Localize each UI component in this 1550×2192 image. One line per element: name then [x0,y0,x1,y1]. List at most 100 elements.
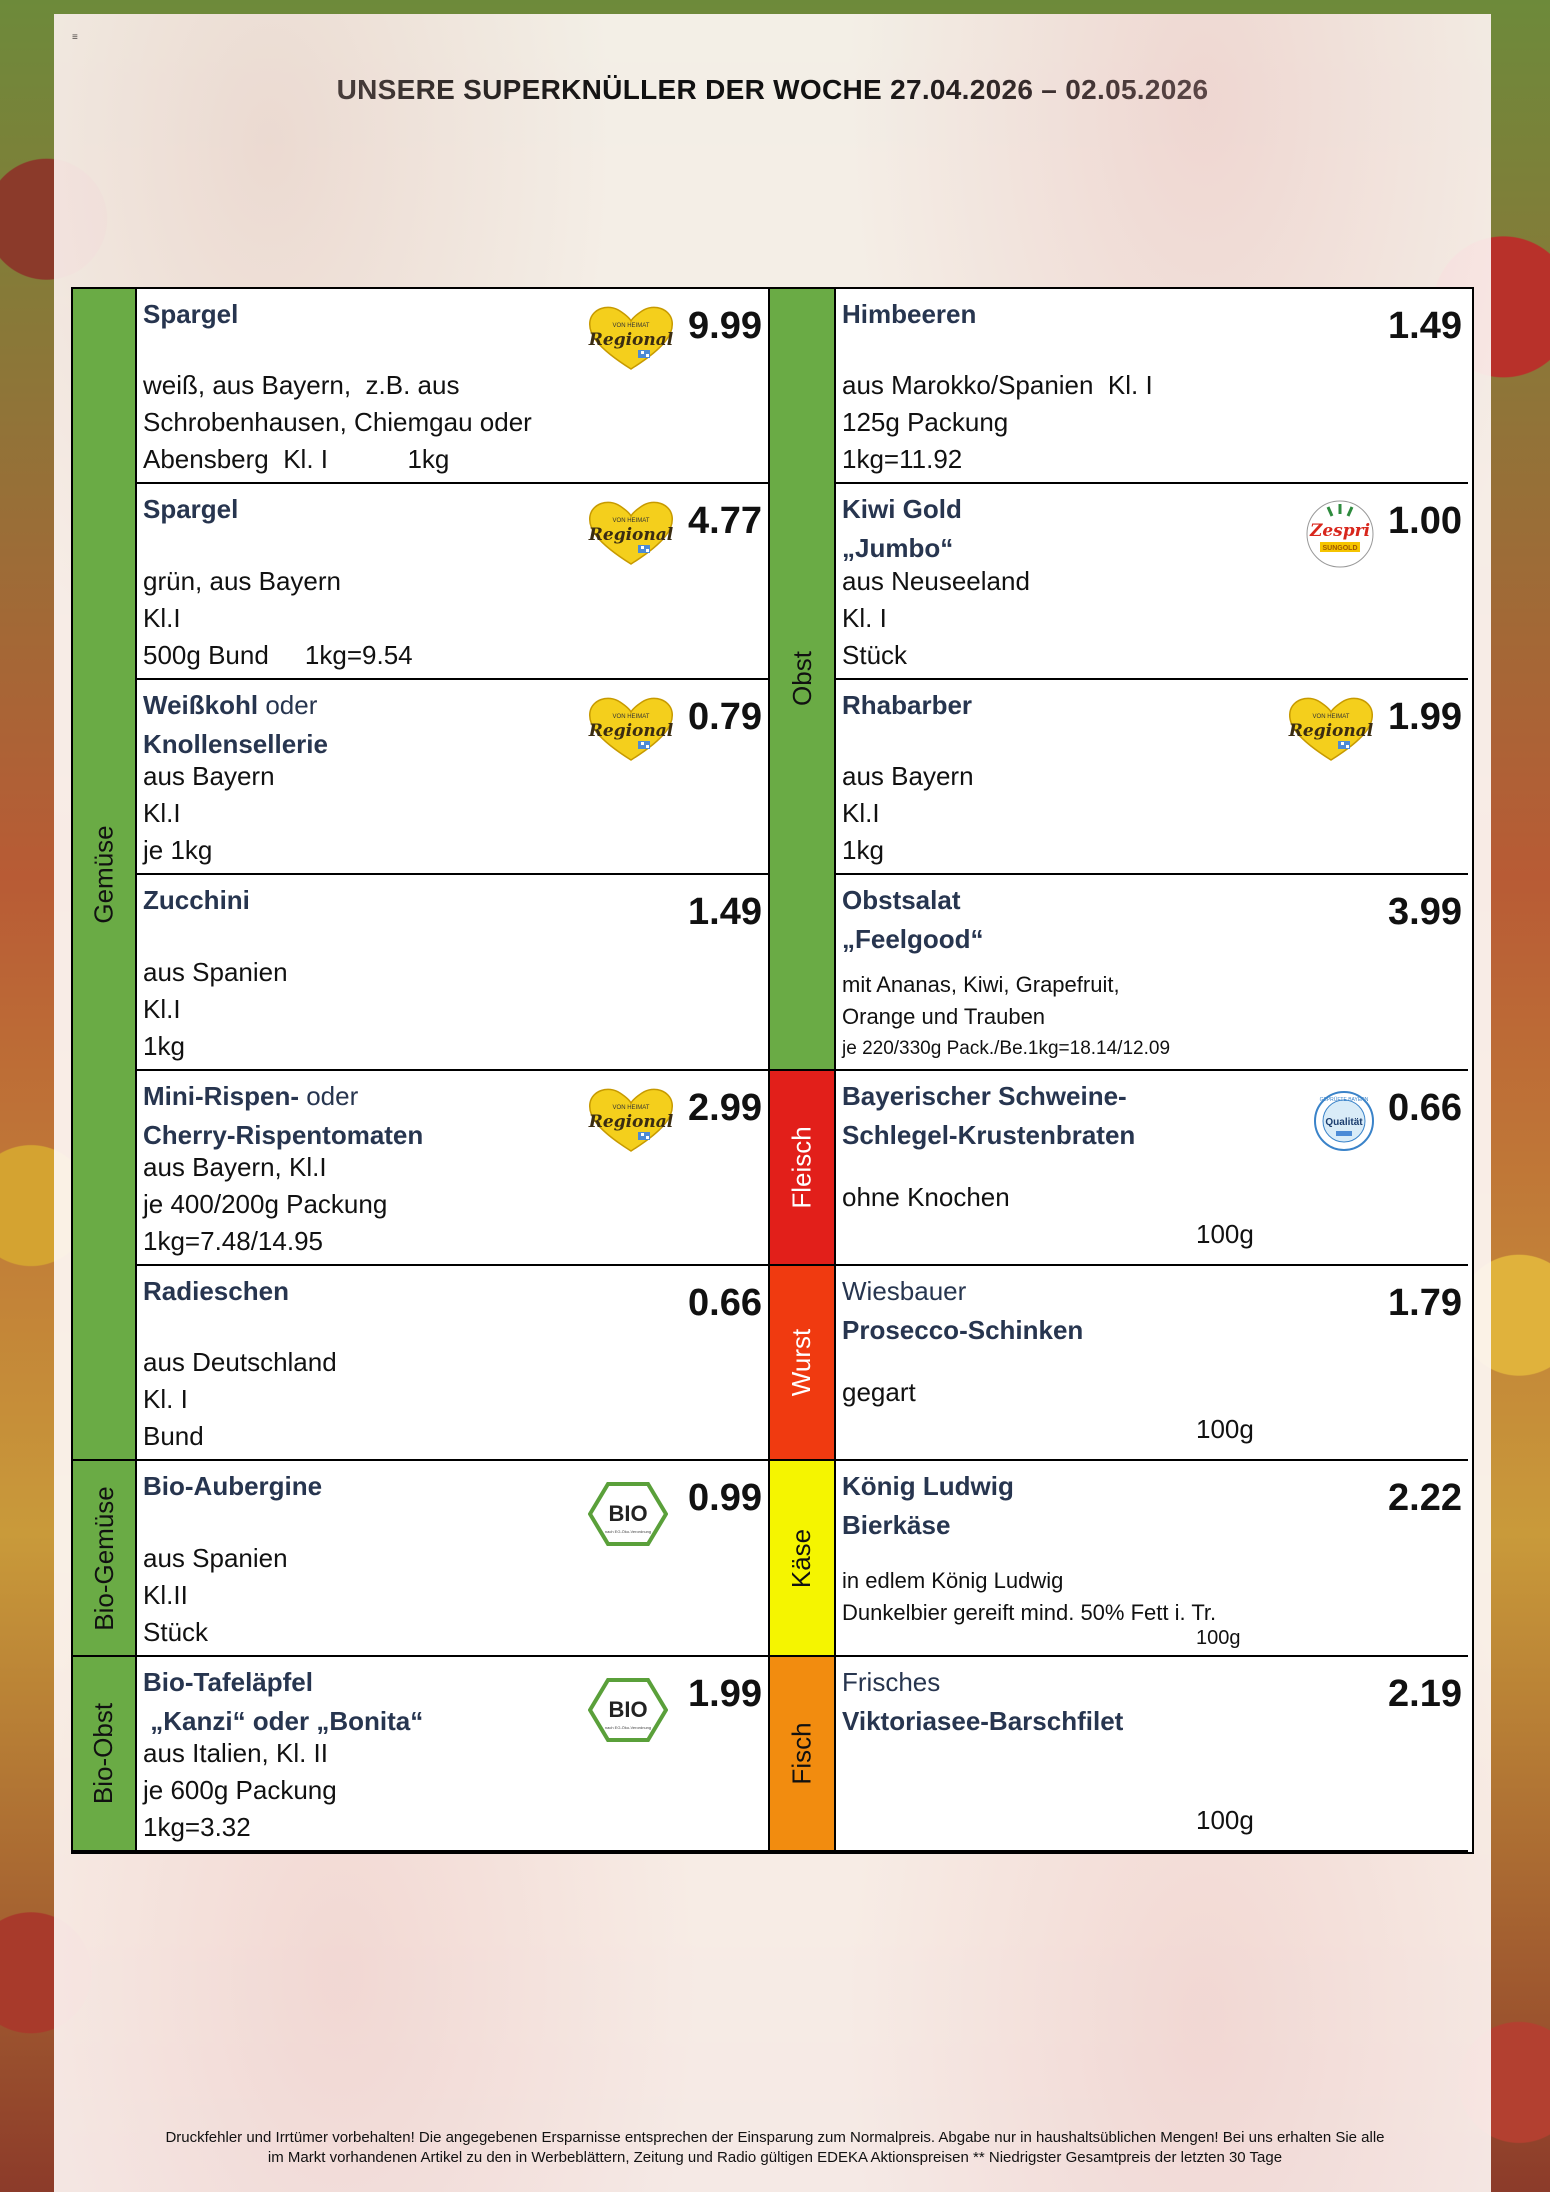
regional-icon: VON HEIMAT Regional [586,1085,676,1160]
category-bio-gemuese: Bio-Gemüse [73,1461,137,1657]
category-gemuese: Gemüse [73,289,137,1462]
price: 3.99 [1388,891,1462,934]
price: 4.77 [688,500,762,543]
svg-text:BIO: BIO [608,1501,647,1526]
svg-text:VON HEIMAT: VON HEIMAT [613,518,650,524]
regional-icon: VON HEIMAT Regional [586,303,676,378]
product-name: Weißkohl oder [143,686,328,725]
category-fisch-label: Fisch [786,1722,817,1785]
unit-label: 100g [1196,1627,1241,1650]
offer-item: Bio-Aubergine 0.99 BIO nach EG-Öko-Verord… [137,1461,770,1657]
product-detail-line: aus Marokko/Spanien Kl. I [842,370,1153,401]
product-detail-line: Bund [143,1421,204,1452]
category-fisch: Fisch [770,1656,836,1853]
product-title: Mini-Rispen- oder Cherry-Rispentomaten [143,1077,423,1155]
product-name: Prosecco-Schinken [842,1311,1083,1350]
price: 1.00 [1388,500,1462,543]
product-name-line-2: Bierkäse [842,1510,951,1541]
product-detail-line: Orange und Trauben [842,1003,1046,1029]
product-detail-line: je 1kg [143,835,213,866]
product-name-bold: Kiwi Gold [842,494,962,525]
price: 2.99 [688,1086,762,1129]
product-detail-line: Kl. I [143,1384,188,1415]
qualitaet-icon: Qualität GEPRÜFTE BAYERN [1312,1085,1376,1162]
bio-icon: BIO nach EG-Öko-Verordnung [587,1677,669,1748]
offer-item: Zucchini 1.49 aus Spanien Kl.I 1kg [137,875,770,1071]
product-name-bold: Spargel [143,299,239,329]
product-detail-line: ohne Knochen [842,1181,1010,1212]
product-detail-line: 500g Bund 1kg=9.54 [143,639,413,670]
product-name-bold: Mini-Rispen- [143,1080,299,1111]
product-title: Bio-Tafeläpfel „Kanzi“ oder „Bonita“ [143,1663,423,1741]
price: 1.99 [1388,695,1462,738]
product-name-bold: Spargel [143,494,239,525]
product-name-line-2: Knollensellerie [143,728,328,759]
product-title: Zucchini [143,881,250,920]
product-name-line-2: „Jumbo“ [842,533,954,564]
svg-text:VON HEIMAT: VON HEIMAT [1313,714,1350,720]
price: 0.66 [688,1282,762,1324]
product-name-bold: König Ludwig [842,1471,1014,1502]
offer-item: Bayerischer Schweine- Schlegel-Krustenbra… [836,1071,1468,1266]
product-title: Radieschen [143,1272,289,1311]
category-obst: Obst [770,289,836,1071]
product-name: Radieschen [143,1272,289,1311]
product-title: König Ludwig Bierkäse [842,1467,1014,1545]
offer-item: Bio-Tafeläpfel „Kanzi“ oder „Bonita“ 1.99… [137,1656,770,1853]
price: 2.19 [1388,1672,1462,1715]
product-detail-line: Kl.I [143,602,181,633]
product-detail-line: Kl.I [143,798,181,829]
offer-item: Radieschen 0.66 aus Deutschland Kl. I Bund [137,1266,770,1462]
product-detail-line: Kl. I [842,602,887,633]
product-detail-line: je 220/330g Pack./Be.1kg=18.14/12.09 [842,1037,1171,1059]
footer-line-1: Druckfehler und Irrtümer vorbehalten! Di… [165,2129,1385,2146]
product-detail-line: grün, aus Bayern [143,565,342,596]
svg-text:nach EG-Öko-Verordnung: nach EG-Öko-Verordnung [605,1529,651,1534]
product-name-bold: Weißkohl [143,689,259,720]
product-detail-line: in edlem König Ludwig [842,1568,1064,1594]
product-name: Himbeeren [842,295,976,334]
product-detail-line: aus Bayern [842,761,974,792]
price: 1.99 [688,1672,762,1715]
corner-mark: ≡ [72,32,78,43]
product-name-bold: Rhabarber [842,689,973,720]
product-name-line-2: „Kanzi“ oder „Bonita“ [143,1705,424,1736]
product-detail-line: gegart [842,1377,916,1407]
offer-item: Spargel 4.77 VON HEIMAT Regional grün, au… [137,484,770,680]
category-bio-obst-label: Bio-Obst [88,1702,119,1805]
category-kaese: Käse [770,1461,836,1657]
svg-text:GEPRÜFTE BAYERN: GEPRÜFTE BAYERN [1320,1096,1369,1103]
svg-text:Zespri: Zespri [1309,521,1370,541]
product-name: Bio-Aubergine [143,1467,322,1506]
product-name-bold: Obstsalat [842,885,961,916]
product-name-bold: Viktoriasee-Barschfilet [842,1705,1124,1736]
product-detail-line: 125g Packung [842,407,1009,438]
product-detail-line: aus Neuseeland [842,565,1030,596]
offer-item: Kiwi Gold „Jumbo“ 1.00 Zespri SUNGOLD aus … [836,484,1468,680]
product-detail-line: 1kg=11.92 [842,444,963,475]
product-name: Viktoriasee-Barschfilet [842,1702,1123,1741]
price: 1.79 [1388,1282,1462,1324]
category-bio-obst: Bio-Obst [73,1656,137,1853]
category-wurst: Wurst [770,1266,836,1462]
product-detail-line: 1kg=3.32 [143,1812,251,1843]
product-name: Zucchini [143,881,250,920]
product-detail-line: Kl.I [842,798,880,829]
product-name-bold: Bio-Aubergine [143,1471,323,1502]
product-title: Frisches Viktoriasee-Barschfilet [842,1663,1123,1741]
svg-text:Regional: Regional [588,330,674,350]
category-bio-gemuese-label: Bio-Gemüse [88,1485,119,1631]
svg-text:Regional: Regional [588,525,674,545]
category-fleisch: Fleisch [770,1070,836,1266]
product-brand: Wiesbauer [842,1276,967,1306]
offer-item: Mini-Rispen- oder Cherry-Rispentomaten 2.9… [137,1070,770,1266]
regional-icon: VON HEIMAT Regional [586,498,676,573]
offer-item: Obstsalat „Feelgood“ 3.99 mit Ananas, Kiwi,… [836,875,1468,1071]
product-detail-line: je 400/200g Packung [143,1188,388,1219]
product-title: Himbeeren [842,295,976,334]
product-detail-line: Abensberg Kl. I 1kg [143,444,450,475]
svg-text:BIO: BIO [608,1697,647,1722]
product-name-connector: oder [258,689,318,720]
category-kaese-label: Käse [786,1528,817,1588]
product-detail-line: aus Spanien [143,956,288,987]
